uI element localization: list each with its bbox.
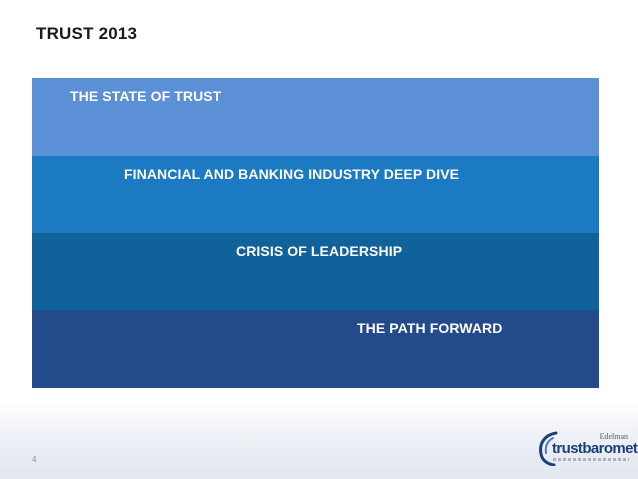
slide-title: TRUST 2013 [36,24,138,43]
agenda-item-crisis-of-leadership: CRISIS OF LEADERSHIP [32,233,599,311]
brand-main-text: trustbarometer [552,440,638,457]
footer-background [0,400,638,479]
agenda-item-path-forward: THE PATH FORWARD [32,310,599,388]
page-number: 4 [32,455,37,464]
agenda-item-label: CRISIS OF LEADERSHIP [236,243,403,259]
agenda-list: THE STATE OF TRUST FINANCIAL AND BANKING… [32,78,599,388]
edelman-trustbarometer-logo: Edelman trustbarometer [538,428,638,468]
agenda-item-label: THE STATE OF TRUST [70,88,222,104]
brand-small-text: Edelman [599,432,628,441]
agenda-item-financial-banking: FINANCIAL AND BANKING INDUSTRY DEEP DIVE [32,156,599,234]
edelman-swoosh-icon [539,431,558,466]
agenda-item-label: THE PATH FORWARD [357,320,503,336]
agenda-item-label: FINANCIAL AND BANKING INDUSTRY DEEP DIVE [124,166,460,182]
brand-tagline-decoration [553,458,629,461]
agenda-item-state-of-trust: THE STATE OF TRUST [32,78,599,156]
